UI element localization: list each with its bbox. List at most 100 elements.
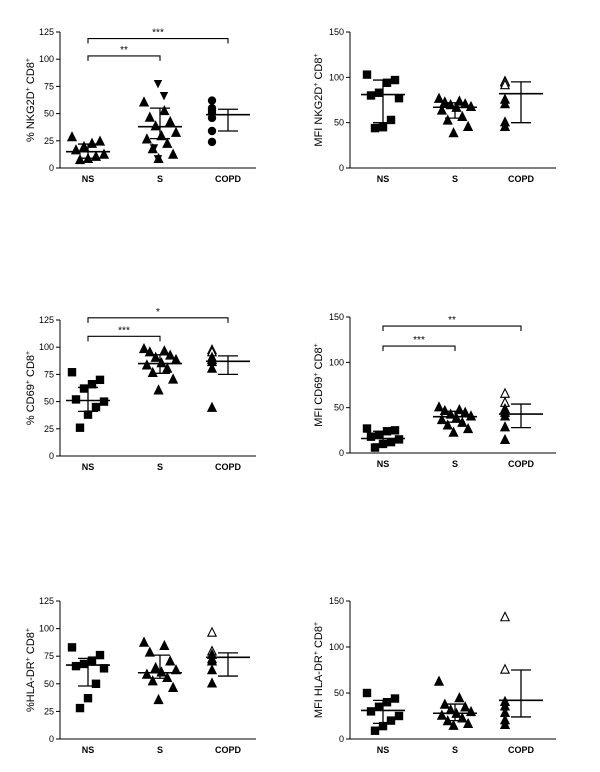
data-point [67,368,77,377]
y-tick-label: 100 [39,54,54,64]
data-point [362,424,372,433]
data-point [374,430,384,440]
data-point [206,362,218,373]
data-point [153,155,163,164]
y-tick-label: 0 [339,448,344,458]
data-point [159,345,170,356]
y-tick-label: 100 [39,624,54,634]
data-point [499,663,511,674]
data-point [147,675,158,686]
y-tick-label: 100 [329,357,344,367]
data-point [141,359,152,370]
data-point [499,718,511,729]
x-category-label: S [452,745,458,755]
data-point [386,716,396,725]
y-tick-label: 25 [44,706,54,716]
data-point [439,96,450,107]
data-point [170,126,182,137]
data-point [448,127,459,138]
data-point [457,110,468,121]
y-tick-label: 75 [44,81,54,91]
y-tick-label: 50 [334,403,344,413]
data-point [91,679,101,688]
data-point [206,677,218,688]
data-point [206,664,218,675]
panel-p5: 0 25 50 75 100 125 %HLA-DR+ CD8+ NS S COPD [25,596,256,755]
data-point [144,346,155,357]
y-tick-label: 100 [329,642,344,652]
data-point [394,93,404,103]
data-point [390,75,400,85]
data-point [390,426,400,435]
series-COPD [206,96,250,147]
y-tick-label: 50 [334,118,344,128]
data-point [90,150,102,161]
y-tick-label: 0 [49,451,54,461]
data-point [457,712,468,723]
data-point [460,701,471,712]
series-S [433,401,477,437]
significance-bracket: *** [87,325,161,342]
series-NS [66,131,110,165]
x-category-label: S [157,174,163,184]
y-tick-label: 0 [339,734,344,744]
y-tick-label: 125 [39,27,54,37]
x-category-label: S [157,462,163,472]
data-point [138,96,150,107]
series-COPD [499,387,543,445]
x-category-label: S [452,174,458,184]
data-point [170,664,182,675]
data-point [78,140,90,152]
data-point [168,148,179,159]
data-point [79,384,89,393]
data-point [362,688,372,698]
y-axis-label: MFI CD69+ CD8+ [313,343,325,426]
y-tick-label: 100 [329,72,344,82]
x-category-label: S [157,745,163,755]
significance-label: *** [118,325,130,336]
data-point [66,131,78,142]
data-point [91,402,101,412]
data-point [75,423,85,432]
data-point [162,671,173,683]
data-point [168,373,179,384]
data-point [366,91,376,100]
data-point [149,144,159,153]
data-point [95,375,105,385]
data-point [87,379,97,389]
y-tick-label: 50 [44,679,54,689]
data-point [465,410,477,421]
series-S [138,636,182,705]
significance-label: ** [448,315,456,326]
data-point [159,639,170,651]
data-point [147,366,158,378]
data-point [433,675,445,686]
data-point [94,135,106,146]
y-tick-label: 75 [44,369,54,379]
x-category-label: COPD [215,462,242,472]
data-point [99,397,109,406]
data-point [207,126,217,136]
data-point [144,111,155,122]
data-point [207,113,217,123]
data-point [499,387,511,398]
data-point [370,123,380,133]
bracket-line [87,335,161,342]
bracket-line [87,55,161,61]
y-tick-label: 150 [329,596,344,606]
data-point [150,351,161,362]
significance-bracket: *** [87,28,229,44]
data-point [83,693,93,703]
series-S [138,342,182,395]
data-point [98,148,110,159]
y-tick-label: 25 [44,136,54,146]
data-point [138,342,150,354]
x-category-label: COPD [508,174,535,184]
series-NS [66,368,110,432]
data-point [144,646,155,657]
data-point [390,694,400,703]
bracket-line [87,37,229,44]
